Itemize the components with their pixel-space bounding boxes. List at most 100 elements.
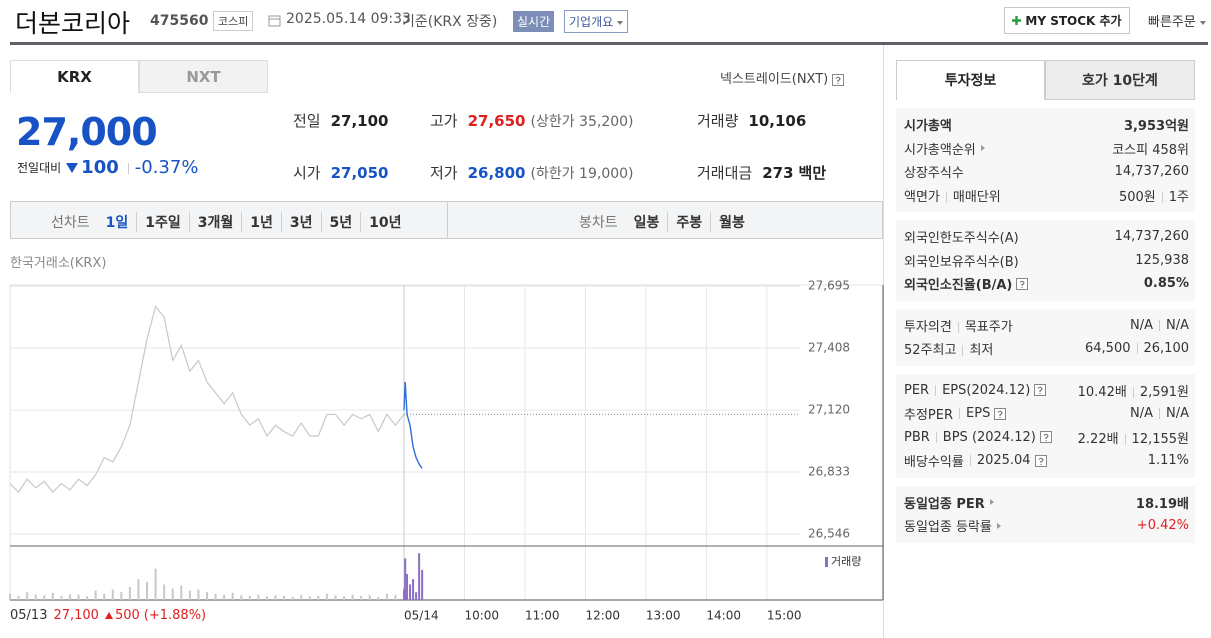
- volume-bar: [248, 595, 251, 600]
- help-icon: [832, 73, 845, 86]
- info-label-part: 외국인보유주식수(B): [904, 254, 1019, 270]
- info-value-part: 26,100: [1131, 341, 1190, 356]
- line-periods: 선차트 1일 1주일 3개월 1년 3년 5년 10년: [51, 212, 410, 232]
- info-row: PBR BPS (2024.12) 2.22배 12,155원: [896, 426, 1195, 450]
- quote-value: 10,106: [748, 112, 807, 130]
- price-chart: 27,695 27,408 27,120 26,833 26,546 10:00 11:00…: [9, 279, 884, 623]
- info-tab[interactable]: 호가 10단계: [1045, 60, 1195, 100]
- info-label-part: 외국인한도주식수(A): [904, 231, 1019, 247]
- summary-date: 05/13: [10, 608, 48, 623]
- info-value-part: 18.19배: [1135, 496, 1189, 512]
- info-label: 추정PER EPS: [904, 404, 1007, 423]
- volume-bar: [34, 594, 37, 600]
- period-button[interactable]: 월봉: [710, 212, 753, 232]
- info-group: 외국인한도주식수(A) 14,737,260 외국인보유주식수(B) 125,938 외…: [896, 220, 1195, 301]
- x-tick-label: 15:00: [767, 609, 802, 623]
- info-value: 125,938: [1135, 253, 1189, 268]
- info-label: 배당수익률 2025.04: [904, 451, 1047, 470]
- volume-bar: [206, 592, 208, 600]
- help-icon: [1034, 384, 1047, 397]
- my-stock-label: MY STOCK 추가: [1025, 14, 1122, 28]
- period-button[interactable]: 일봉: [633, 215, 660, 231]
- period-button[interactable]: 5년: [320, 212, 361, 232]
- info-label: 외국인보유주식수(B): [904, 251, 1019, 270]
- volume-bar: [377, 596, 380, 600]
- info-value: 10.42배 2,591원: [1078, 381, 1189, 400]
- info-label-part: 2025.04: [964, 453, 1031, 468]
- nxt-link[interactable]: 넥스트레이드(NXT): [720, 68, 845, 87]
- volume-bar: [26, 592, 29, 600]
- info-value: 1.11%: [1148, 453, 1189, 468]
- info-label-part: 배당수익률: [904, 455, 964, 471]
- x-tick-label: 12:00: [585, 609, 620, 623]
- info-value-part: 2,591원: [1127, 381, 1189, 400]
- volume-bar: [403, 589, 405, 600]
- info-label-part: EPS(2024.12): [929, 383, 1030, 398]
- summary-change: 500: [114, 608, 140, 623]
- volume-bar: [111, 589, 114, 600]
- info-label: PBR BPS (2024.12): [904, 430, 1052, 445]
- info-label: 상장주식수: [904, 162, 964, 181]
- info-row: 추정PER EPS N/A N/A: [896, 402, 1195, 426]
- exchange-tab[interactable]: KRX: [10, 60, 139, 93]
- info-label: 동일업종 PER: [904, 493, 994, 512]
- info-group: 시가총액 3,953억원 시가총액순위 코스피 458위 상장주식수 14,737,260…: [896, 108, 1195, 212]
- volume-bar: [154, 568, 157, 600]
- info-value: 500원 1주: [1119, 186, 1189, 205]
- period-button[interactable]: 3개월: [188, 212, 242, 232]
- info-label-part: PER: [904, 382, 930, 398]
- info-label-part: 동일업종 PER: [904, 496, 985, 512]
- info-tab[interactable]: 투자정보: [896, 60, 1045, 100]
- price-change: 전일대비 100 -0.37%: [17, 157, 198, 178]
- volume-bar: [120, 592, 123, 600]
- quick-order[interactable]: 빠른주문: [1148, 11, 1206, 30]
- volume-bar: [68, 594, 71, 600]
- y-tick-label: 26,546: [808, 527, 850, 541]
- quote-label: 거래대금: [697, 164, 753, 182]
- y-tick-label: 27,695: [808, 279, 850, 293]
- x-tick-label: 14:00: [706, 609, 741, 623]
- info-value-part: 3,953억원: [1123, 119, 1189, 135]
- quote-note: (하한가 19,000): [530, 166, 634, 182]
- quote-label: 거래량: [697, 112, 739, 130]
- info-row: 동일업종 PER 18.19배: [896, 491, 1195, 515]
- info-label: 투자의견 목표주가: [904, 316, 1013, 335]
- info-row: 시가총액 3,953억원: [896, 113, 1195, 137]
- company-overview-button[interactable]: 기업개요: [564, 10, 629, 33]
- period-button[interactable]: 1주일: [136, 212, 189, 232]
- quote-cell: 고가 27,650 (상한가 35,200): [430, 110, 634, 131]
- volume-bar: [257, 594, 260, 600]
- volume-bar: [291, 596, 294, 600]
- period-button[interactable]: 1년: [241, 212, 281, 232]
- info-label-part: 투자의견: [904, 319, 952, 335]
- plus-icon: [1012, 16, 1022, 25]
- period-button[interactable]: 3년: [280, 212, 321, 232]
- volume-bar: [385, 593, 388, 600]
- info-label-part: 시가총액: [904, 119, 952, 135]
- period-button[interactable]: 10년: [360, 212, 409, 232]
- info-row: 액면가 매매단위 500원 1주: [896, 184, 1195, 208]
- datetime: 2025.05.14 09:33: [286, 11, 411, 27]
- volume-bar: [240, 595, 243, 600]
- exchange-tab[interactable]: NXT: [139, 60, 268, 93]
- quote-value: 273: [762, 164, 794, 182]
- info-row: 상장주식수 14,737,260: [896, 160, 1195, 184]
- change-rate: -0.37%: [122, 157, 199, 178]
- info-value-part: 0.85%: [1143, 276, 1189, 292]
- volume-bar: [51, 592, 54, 600]
- period-button[interactable]: 1일: [105, 215, 129, 231]
- down-arrow: [66, 162, 79, 173]
- period-button[interactable]: 주봉: [667, 212, 710, 232]
- info-group: 투자의견 목표주가 N/A N/A 52주최고 최저 64,500 26,100: [896, 308, 1195, 366]
- arrow-icon: [989, 499, 994, 506]
- my-stock-button[interactable]: MY STOCK 추가: [1004, 7, 1130, 34]
- x-tick-label: 10:00: [464, 609, 499, 623]
- help-icon: [1016, 277, 1029, 290]
- realtime-badge: 실시간: [513, 11, 555, 32]
- info-value-part: 64,500: [1085, 341, 1131, 357]
- volume-bar: [325, 593, 328, 600]
- info-label-part: 시가총액순위: [904, 142, 976, 158]
- volume-bar: [283, 595, 286, 600]
- basis: 기준(KRX 장중): [402, 14, 498, 30]
